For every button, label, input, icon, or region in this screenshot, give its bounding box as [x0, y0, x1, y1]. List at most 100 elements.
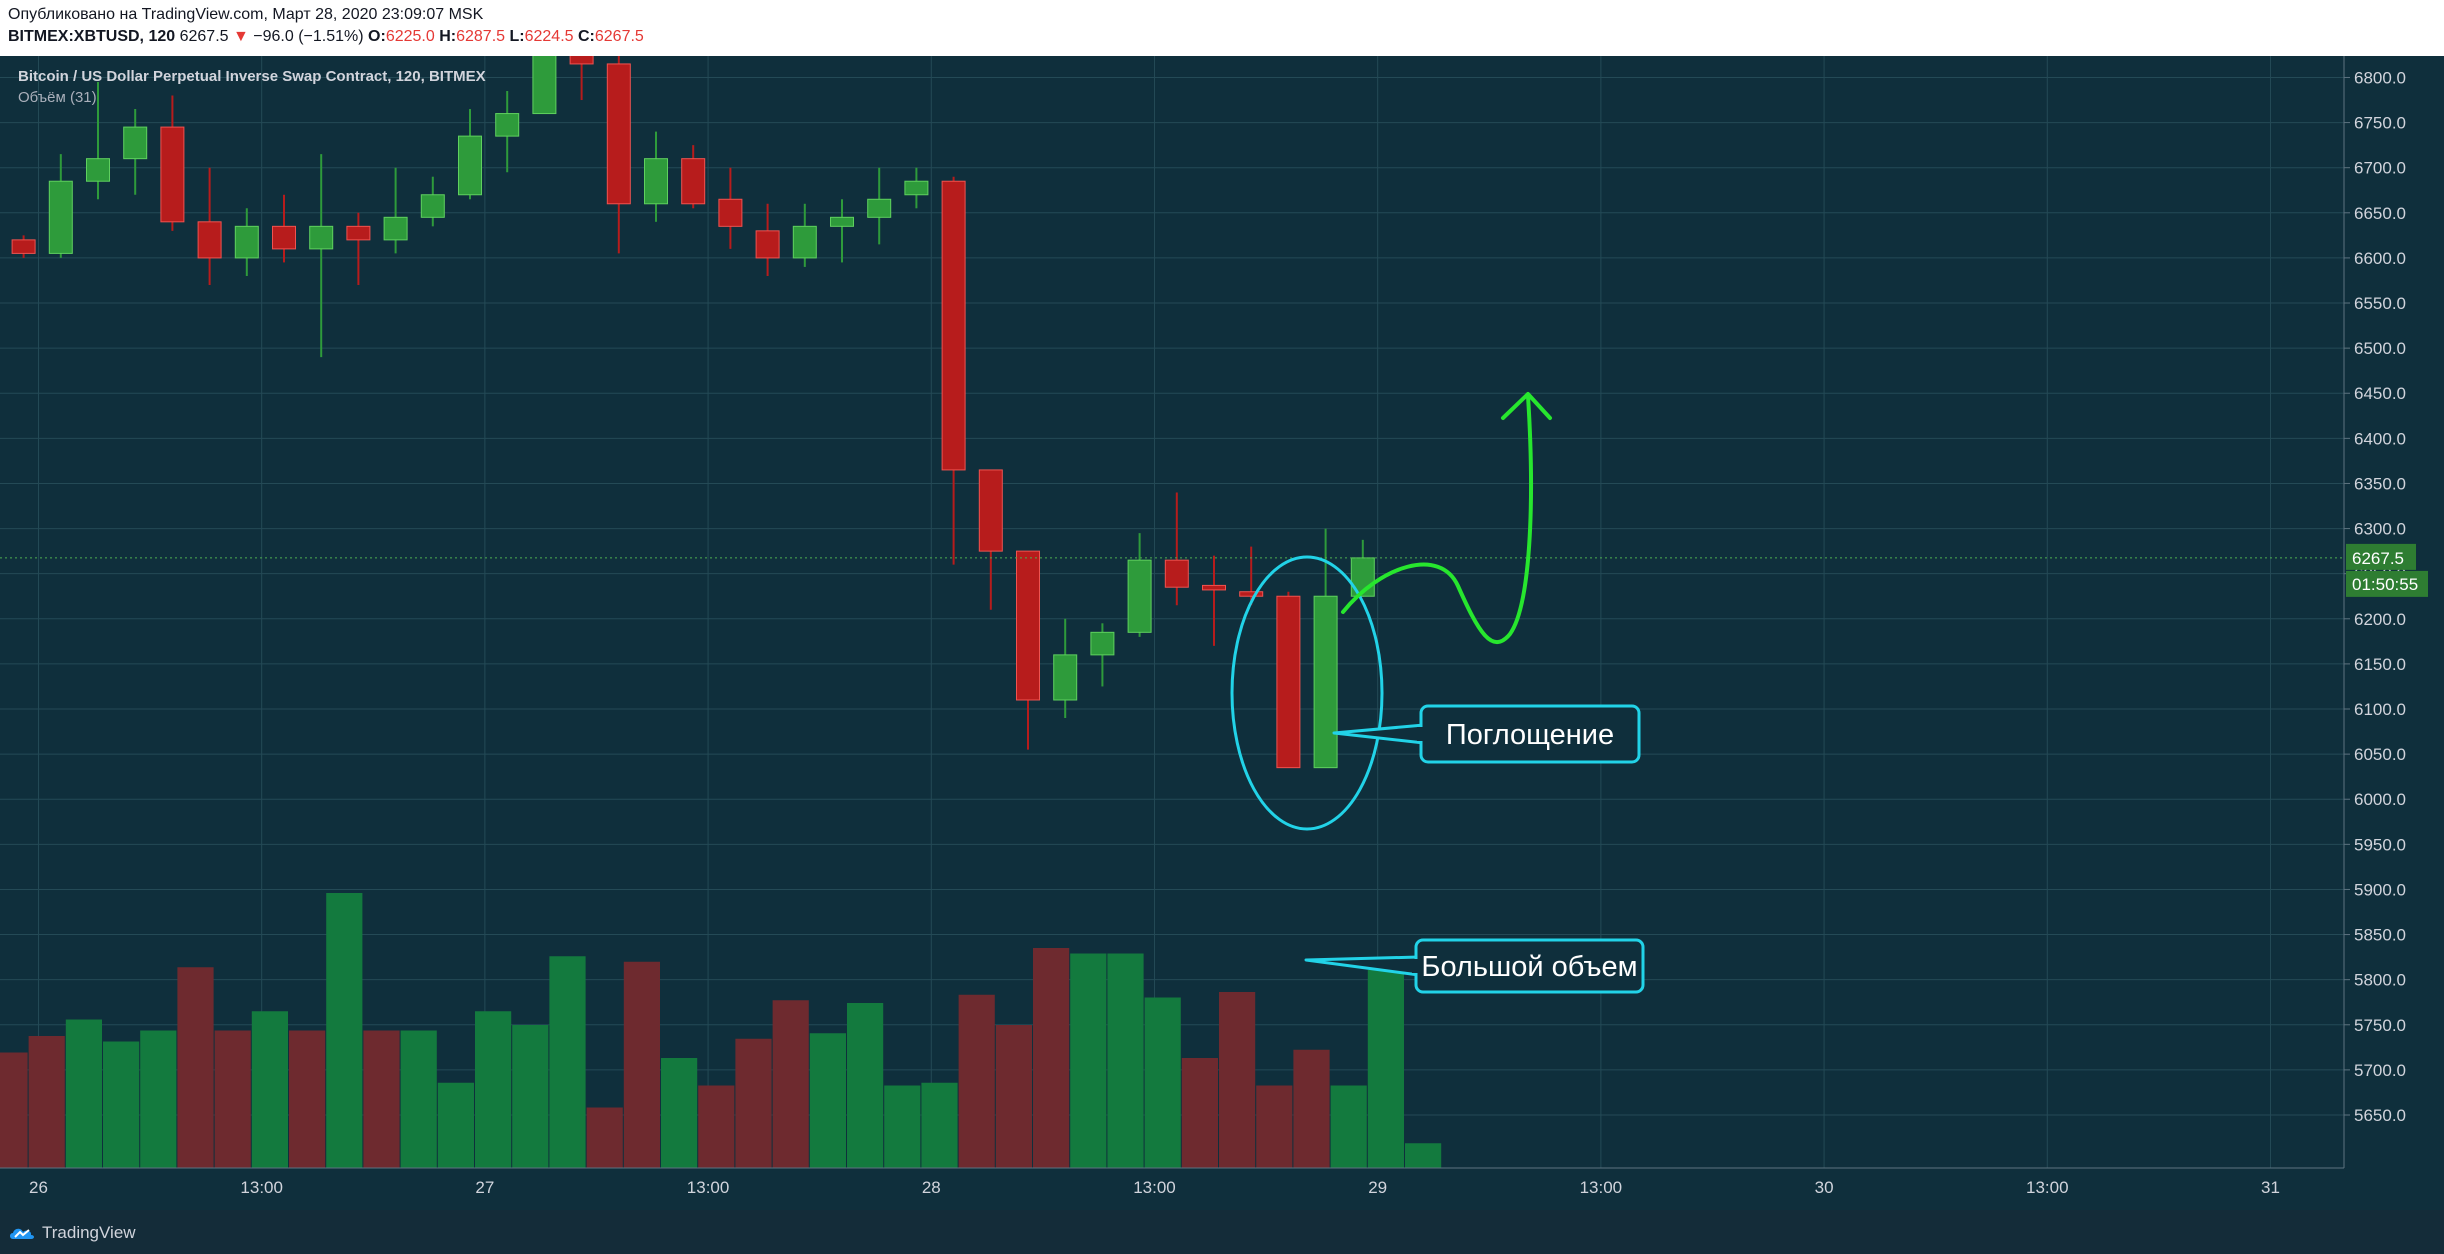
volume-bar: [326, 893, 363, 1168]
volume-bar: [437, 1082, 474, 1168]
price-tick-label: 6450.0: [2354, 384, 2406, 403]
volume-callout-joint: [1412, 959, 1420, 973]
volume-bar: [475, 1011, 512, 1168]
volume-bar: [400, 1030, 437, 1168]
candle-body: [755, 230, 780, 259]
volume-bar: [140, 1030, 177, 1168]
volume-bar: [1070, 953, 1107, 1168]
time-tick-label: 13:00: [1580, 1178, 1623, 1197]
candle-body: [1016, 550, 1040, 701]
volume-callout-text: Большой объем: [1421, 951, 1637, 983]
volume-bar: [623, 961, 660, 1168]
price-tick-label: 5900.0: [2354, 880, 2406, 899]
volume-bar: [1107, 953, 1144, 1168]
candle-body: [86, 158, 110, 182]
candle-body: [941, 180, 966, 471]
down-triangle-icon: ▼: [232, 28, 249, 45]
candle-body: [904, 180, 929, 196]
last-price: 6267.5: [179, 28, 229, 45]
close-value: 6267.5: [594, 28, 644, 45]
low-value: 6224.5: [524, 28, 574, 45]
volume-bar: [1367, 970, 1404, 1168]
volume-bar: [847, 1003, 884, 1168]
time-tick-label: 13:00: [1133, 1178, 1176, 1197]
candle-body: [1053, 654, 1078, 701]
candle-body: [123, 126, 148, 160]
change-value: −96.0 (−1.51%): [253, 28, 364, 45]
engulfing-callout-text: Поглощение: [1446, 719, 1614, 751]
price-tick-label: 6200.0: [2354, 610, 2406, 629]
volume-legend: Объём (31): [18, 89, 97, 106]
price-tick-label: 6100.0: [2354, 700, 2406, 719]
volume-bar: [289, 1030, 326, 1168]
price-tick-label: 6150.0: [2354, 655, 2406, 674]
ohlc-line: BITMEX:XBTUSD, 120 6267.5 ▼ −96.0 (−1.51…: [8, 28, 644, 46]
volume-bar: [177, 967, 214, 1168]
volume-bar: [995, 1025, 1032, 1168]
volume-bar: [103, 1041, 140, 1168]
volume-bar: [698, 1085, 735, 1168]
volume-bar: [363, 1030, 400, 1168]
candle-body: [48, 180, 73, 254]
engulfing-ellipse: [1230, 555, 1384, 831]
symbol-label[interactable]: BITMEX:XBTUSD, 120: [8, 28, 176, 45]
volume-bar: [28, 1036, 65, 1168]
time-tick-label: 29: [1368, 1178, 1387, 1197]
price-tick-label: 6550.0: [2354, 294, 2406, 313]
projection-path: [1341, 394, 1533, 645]
candle-body: [830, 216, 854, 227]
tradingview-logo[interactable]: TradingView: [8, 1223, 136, 1243]
volume-bar: [958, 994, 995, 1168]
volume-bar: [1144, 997, 1181, 1168]
candle-body: [532, 56, 557, 115]
candles: [11, 56, 1375, 769]
candle-body: [644, 158, 668, 205]
candle-body: [11, 239, 36, 254]
annotations: Поглощение Большой объем: [0, 392, 2344, 994]
volume-bar: [251, 1011, 288, 1168]
price-badge-text: 6267.5: [2352, 549, 2404, 568]
candle-body: [383, 216, 408, 241]
candlestick-chart[interactable]: 6850.06800.06750.06700.06650.06600.06550…: [0, 56, 2444, 1210]
chart-legend-title: Bitcoin / US Dollar Perpetual Inverse Sw…: [18, 68, 486, 85]
price-tick-label: 6300.0: [2354, 520, 2406, 539]
timer-badge: [2346, 570, 2428, 597]
footer-bar: TradingView: [0, 1210, 2444, 1254]
candle-body: [1090, 631, 1115, 656]
candle-body: [458, 135, 482, 196]
candle-body: [346, 225, 371, 241]
volume-bar: [1033, 948, 1070, 1168]
price-axis[interactable]: 6850.06800.06750.06700.06650.06600.06550…: [2343, 56, 2428, 1168]
open-value: 6225.0: [385, 28, 435, 45]
candle-body: [495, 113, 520, 137]
timer-badge-text: 01:50:55: [2352, 575, 2418, 594]
candle-body: [792, 225, 817, 259]
time-tick-label: 26: [29, 1178, 48, 1197]
volume-bar: [1256, 1085, 1293, 1168]
price-tick-label: 5650.0: [2354, 1106, 2406, 1125]
time-tick-label: 13:00: [2026, 1178, 2069, 1197]
candle-body: [1127, 559, 1152, 633]
volume-bar: [921, 1082, 958, 1168]
price-tick-label: 6350.0: [2354, 474, 2406, 493]
volume-bar: [1330, 1085, 1367, 1168]
volume-bar: [1181, 1058, 1218, 1168]
candle-body: [1164, 559, 1189, 588]
header-bar: Опубликовано на TradingView.com, Март 28…: [0, 0, 2444, 56]
volume-bar: [661, 1058, 698, 1168]
volume-bar: [809, 1033, 846, 1168]
price-tick-label: 6600.0: [2354, 249, 2406, 268]
time-tick-label: 27: [475, 1178, 494, 1197]
candle-body: [718, 198, 743, 227]
price-tick-label: 5950.0: [2354, 835, 2406, 854]
candle-body: [1313, 595, 1338, 769]
time-axis[interactable]: 26 13:00 27 13:00 28 13:00 29 13:00 30 13:00 31: [0, 1167, 2344, 1197]
price-tick-label: 5850.0: [2354, 926, 2406, 945]
candle-body: [606, 63, 631, 205]
price-tick-label: 5750.0: [2354, 1016, 2406, 1035]
price-tick-label: 6500.0: [2354, 339, 2406, 358]
volume-bar: [1219, 992, 1256, 1168]
candle-body: [978, 469, 1003, 552]
high-value: 6287.5: [456, 28, 506, 45]
candle-body: [160, 126, 185, 223]
